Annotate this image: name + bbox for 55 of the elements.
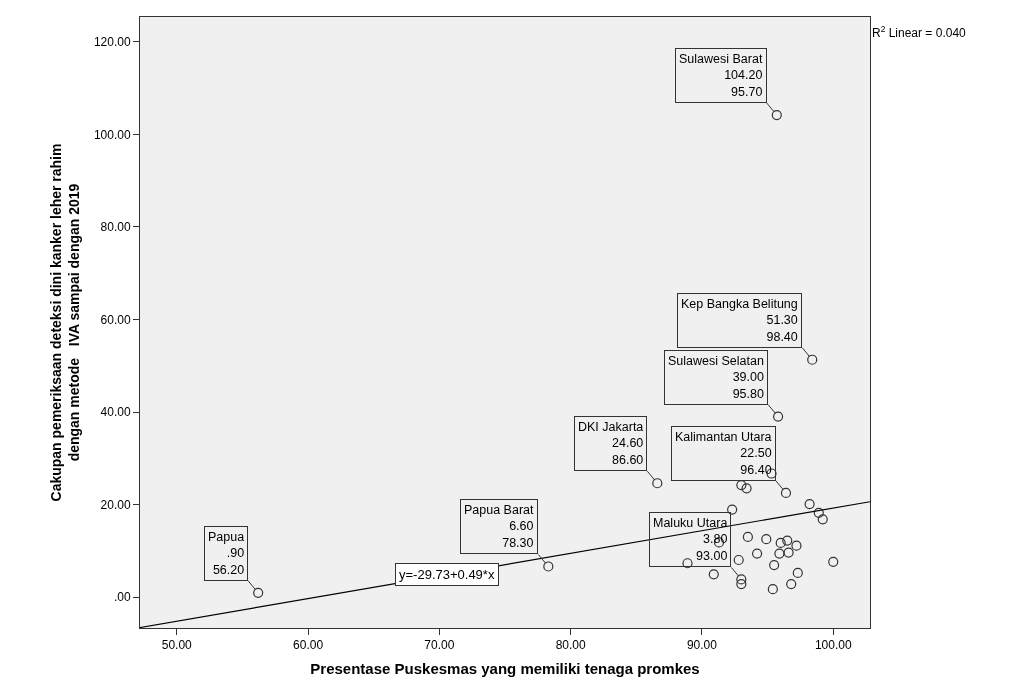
point (828, 556, 839, 567)
point (772, 411, 784, 422)
point (751, 548, 763, 559)
x-tick-label: 50.00 (161, 638, 193, 653)
x-tick-label: 80.00 (555, 638, 586, 653)
point (741, 483, 752, 494)
point (769, 560, 780, 571)
point (771, 109, 782, 121)
point (652, 478, 663, 489)
point (761, 534, 772, 545)
point (786, 578, 797, 590)
annotation: Papua .90 56.20 (208, 530, 245, 577)
annotation: Kalimantan Utara 22.50 96.40 (675, 430, 772, 477)
point (767, 584, 778, 595)
point (791, 540, 802, 551)
point (708, 569, 719, 580)
point (742, 531, 753, 542)
point (253, 587, 264, 598)
point (543, 561, 554, 572)
x-tick-label: 60.00 (293, 638, 324, 653)
point (733, 554, 744, 566)
y-tick-label: 20.00 (100, 497, 131, 512)
point (792, 567, 803, 579)
point (817, 514, 828, 525)
point (813, 507, 824, 518)
point (682, 558, 693, 569)
point (775, 537, 786, 548)
annotation: Sulawesi Selatan 39.00 95.80 (668, 354, 764, 401)
point (783, 547, 794, 558)
y-tick-label: 80.00 (100, 220, 131, 235)
point (782, 535, 793, 546)
y-tick-label: 100.00 (93, 127, 131, 142)
annotation: Maluku Utara 3.80 93.00 (653, 516, 728, 563)
point (807, 354, 818, 365)
point (727, 504, 738, 515)
annotation: Kep Bangka Belitung 51.30 98.40 (681, 297, 798, 344)
text: R$^{2}$ Linear = 0.040 (872, 24, 967, 41)
point (780, 487, 792, 499)
annotation: y=-29.73+0.49*x (399, 567, 495, 582)
annotation: Papua Barat 6.60 78.30 (464, 503, 535, 550)
y-tick-label: 120.00 (93, 35, 131, 50)
x-axis-title: Presentase Puskesmas yang memiliki tenaga promkes (310, 660, 700, 678)
point (736, 578, 747, 590)
annotation: DKI Jakarta 24.60 86.60 (578, 420, 644, 467)
y-tick-label: .00 (113, 590, 131, 605)
y-tick-label: 60.00 (100, 312, 131, 327)
point (736, 574, 747, 585)
annotation: Sulawesi Barat 104.20 95.70 (679, 52, 763, 99)
x-tick-label: 90.00 (686, 638, 718, 653)
point (774, 548, 785, 559)
point (804, 498, 815, 510)
y-axis-title: Cakupan pemeriksaan deteksi dini kanker leher rahim dengan metode IVA sampai dengan 2019 (48, 143, 83, 502)
y-tick-label: 40.00 (100, 405, 131, 420)
x-tick-label: 70.00 (424, 638, 455, 653)
x-tick-label: 100.00 (814, 638, 852, 653)
